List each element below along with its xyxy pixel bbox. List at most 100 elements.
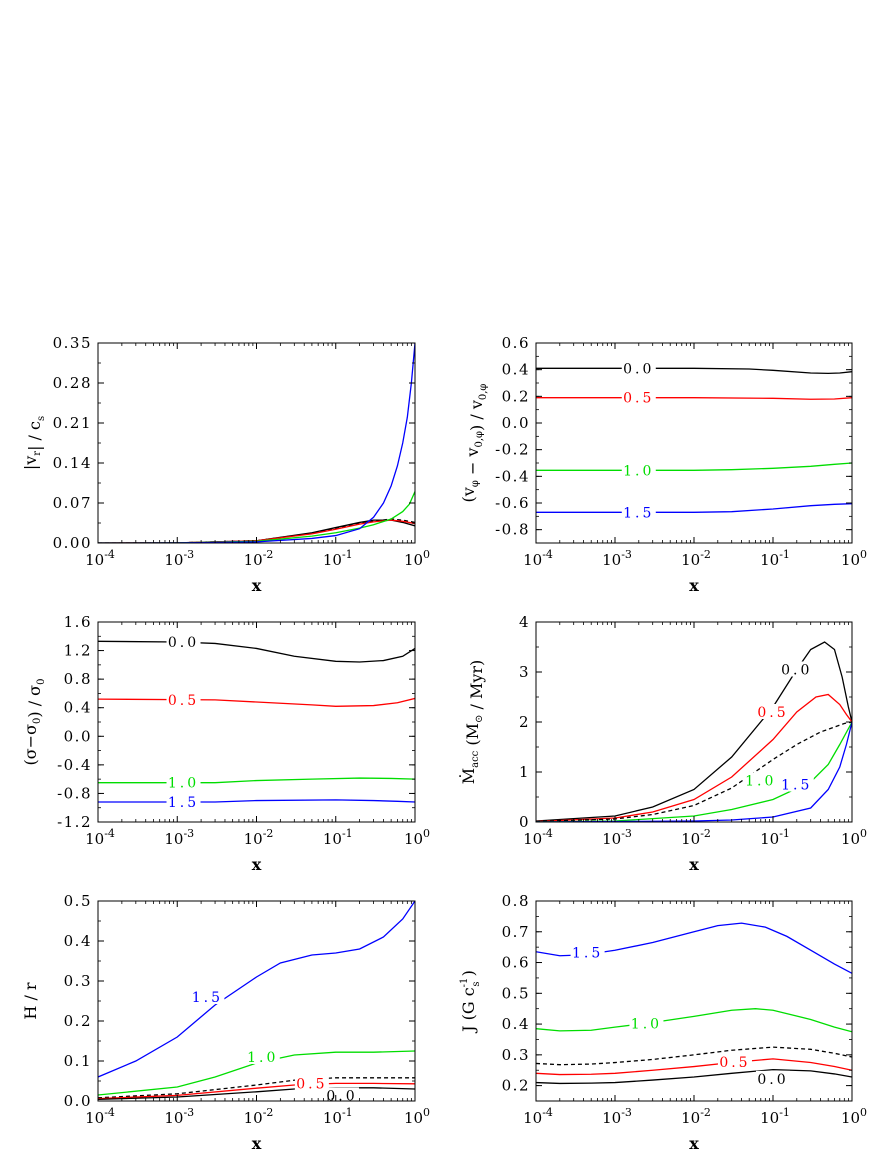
label-bg: [166, 794, 201, 809]
label-bg: [743, 772, 778, 788]
series-group: [536, 641, 852, 822]
series-line-1-0: [98, 777, 415, 784]
series-label-1-0: 1.0: [631, 1016, 662, 1032]
series-line-0-5: [98, 697, 415, 707]
series-label-1-0: 1.0: [623, 463, 654, 479]
label-bg: [621, 389, 656, 405]
series-label-0-5: 0.5: [719, 1055, 750, 1071]
y-tick-label: 0.1: [64, 1052, 92, 1070]
label-bg: [245, 1049, 280, 1064]
series-line-1-5: [536, 503, 852, 513]
label-bg: [166, 634, 201, 649]
label-bg: [166, 691, 201, 707]
y-ticks: 0.2 0.3 0.4 0.5 0.6 0.7 0.8: [502, 892, 852, 1102]
series-label-0-0: 0.0: [326, 1088, 357, 1104]
y-tick-label: 0.4: [502, 1015, 530, 1033]
y-tick-label: 0.5: [64, 892, 92, 910]
x-tick-label: 10-3: [164, 827, 194, 848]
y-tick-label: 0.07: [53, 494, 92, 512]
x-ticks: 10-4 10-3 10-2 10-1 100: [85, 901, 430, 1127]
y-tick-label: 0.00: [53, 534, 92, 552]
x-tick-label: 100: [404, 1106, 430, 1127]
panel-macc: 0.0 0.5 1.0 1.5 10-4 10-3 10-2 10-1 100 0 1 2 3 4 x Ṁac…: [458, 613, 867, 874]
y-tick-label: -0.8: [57, 784, 92, 802]
series-line-1-5: [98, 343, 415, 543]
y-tick-label: 0.6: [502, 954, 530, 972]
y-tick-label: -0.2: [495, 441, 530, 459]
y-tick-label: 4: [519, 613, 530, 631]
x-ticks: 10-4 10-3 10-2 10-1 100: [85, 343, 430, 569]
y-axis-label: (σ−σ0) / σ0: [21, 679, 47, 766]
x-ticks: 10-4 10-3 10-2 10-1 100: [523, 622, 867, 848]
y-ticks: 0.00 0.07 0.14 0.21 0.28 0.35: [53, 334, 415, 552]
y-tick-label: -0.8: [495, 521, 530, 539]
x-tick-label: 10-2: [244, 548, 274, 569]
series-label-0-5: 0.5: [168, 693, 199, 709]
x-ticks: 10-4 10-3 10-2 10-1 100: [85, 622, 430, 848]
x-tick-label: 10-3: [164, 548, 194, 569]
y-tick-label: -0.6: [495, 494, 530, 512]
series-group: [98, 343, 415, 543]
series-line-dashed: [98, 1077, 415, 1099]
panel-vphi: 0.00.51.01.510-4 10-3 10-2 10-1 100-0.8-0.6-…: [459, 334, 867, 595]
plot-frame: [97, 342, 416, 544]
series-line-0-0: [536, 367, 852, 375]
y-axis-label: |vr| / cs: [21, 416, 47, 470]
y-tick-label: 0.35: [53, 334, 92, 352]
series-label-1-5: 1.5: [572, 946, 603, 962]
x-tick-label: 10-1: [323, 548, 353, 569]
y-tick-label: -0.4: [495, 467, 530, 485]
label-bg: [166, 774, 201, 790]
series-line-dashed: [536, 1046, 852, 1066]
x-tick-label: 100: [404, 548, 430, 569]
x-tick-label: 10-3: [164, 1106, 194, 1127]
series-group: [536, 367, 852, 513]
x-axis-label: x: [689, 576, 699, 595]
panel-hr: 1.51.00.50.010-4 10-3 10-2 10-1 1000.00.10.2…: [21, 892, 430, 1153]
y-axis-label: (vφ − v0,φ) / v0,φ: [459, 384, 489, 503]
y-tick-label: 0.4: [64, 932, 92, 950]
label-bg: [294, 1075, 329, 1091]
x-tick-label: 10-4: [85, 548, 115, 569]
y-tick-label: 0.5: [502, 984, 530, 1002]
series-label-0-5: 0.5: [296, 1076, 327, 1092]
label-bg: [621, 504, 656, 520]
label-bg: [756, 1070, 790, 1086]
y-tick-label: 0.3: [502, 1046, 530, 1064]
series-line-1-5: [98, 799, 415, 803]
label-bg: [621, 462, 656, 478]
panel-vr: 10-4 10-3 10-2 10-1 1000.000.070.140.210.280…: [21, 334, 430, 595]
series-label-1-5: 1.5: [168, 795, 199, 811]
series-label-0-0: 0.0: [781, 663, 812, 679]
series-line-dashed: [536, 721, 852, 822]
y-tick-label: -0.4: [57, 756, 92, 774]
x-axis-label: x: [689, 855, 699, 874]
x-tick-label: 10-1: [323, 1106, 353, 1127]
y-tick-label: 2: [519, 713, 530, 731]
y-tick-label: 0.6: [502, 334, 530, 352]
x-tick-label: 10-1: [323, 827, 353, 848]
y-tick-label: 0: [519, 813, 530, 831]
y-tick-label: 0.7: [502, 923, 530, 941]
series-label-1-5: 1.5: [192, 990, 223, 1006]
y-tick-label: 0.0: [64, 727, 92, 745]
series-label-1-5: 1.5: [623, 505, 654, 521]
series-line-1-0: [536, 1008, 852, 1033]
y-tick-label: 0.8: [64, 670, 92, 688]
x-tick-label: 100: [841, 1106, 867, 1127]
y-tick-label: -1.2: [57, 813, 92, 831]
series-line-0-5: [536, 693, 852, 822]
label-bg: [621, 360, 656, 376]
label-bg: [190, 989, 225, 1004]
series-label-0-5: 0.5: [623, 391, 654, 407]
y-tick-label: 0.28: [53, 374, 92, 392]
x-tick-label: 10-2: [244, 827, 274, 848]
x-axis-label: x: [252, 855, 262, 874]
series-group: [98, 901, 415, 1101]
series-group: [98, 640, 415, 803]
x-tick-label: 10-3: [602, 827, 632, 848]
series-line-0-5: [536, 1058, 852, 1076]
x-tick-label: 10-3: [602, 548, 632, 569]
x-tick-label: 10-4: [523, 827, 553, 848]
